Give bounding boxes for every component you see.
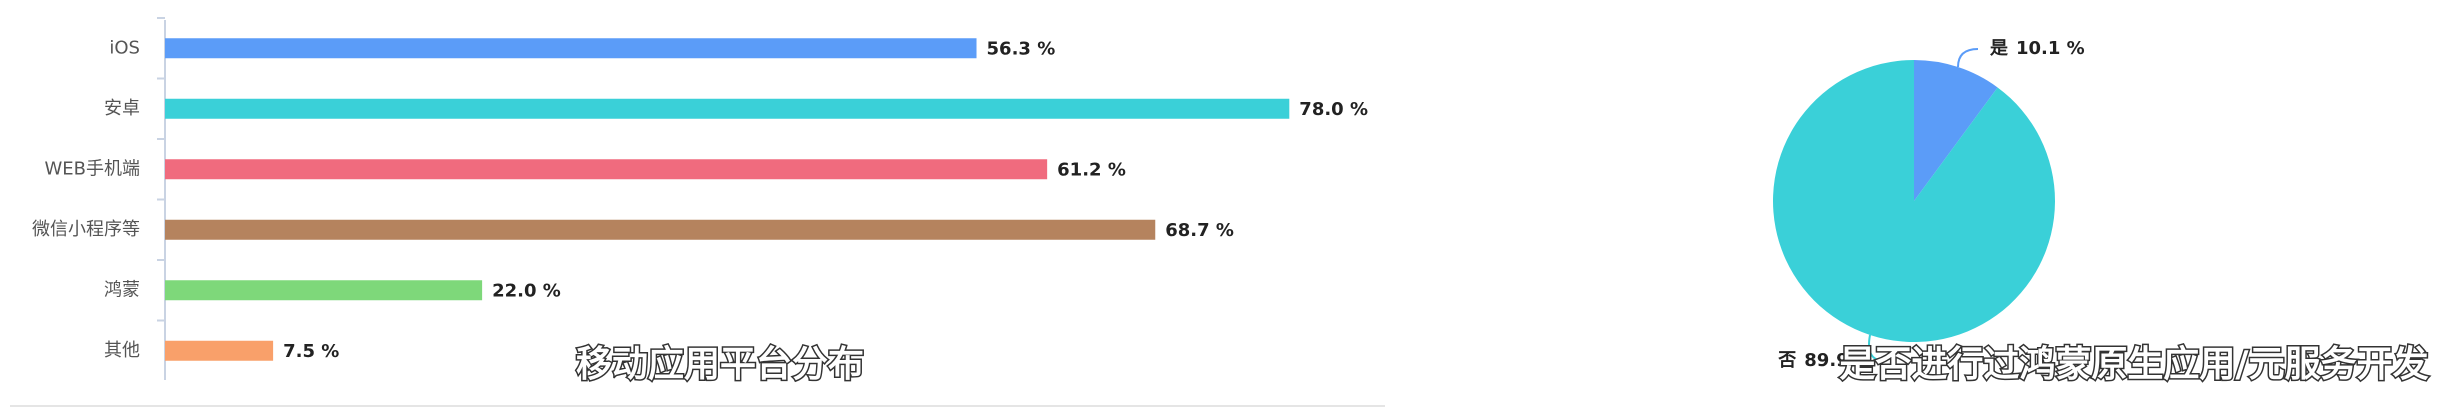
category-label: 其他 — [104, 340, 140, 361]
chart-title: 移动应用平台分布 — [576, 344, 864, 385]
bar — [165, 340, 274, 361]
value-label: 7.5 % — [283, 341, 339, 362]
slice-value: 10.1 % — [2016, 38, 2085, 59]
slice-value: 89.9 % — [1804, 350, 1873, 371]
bar — [165, 280, 483, 301]
slice-label: 否 89.9 % — [1777, 350, 1873, 371]
leader-line — [1956, 48, 1979, 68]
value-label: 61.2 % — [1057, 159, 1126, 180]
value-label: 22.0 % — [492, 280, 561, 301]
value-label: 78.0 % — [1299, 99, 1368, 120]
slice-label: 是 10.1 % — [1989, 38, 2085, 59]
category-label: 鸿蒙 — [104, 279, 140, 300]
leader-line — [1868, 334, 1886, 362]
category-label: iOS — [109, 37, 140, 58]
bar — [165, 38, 977, 59]
bar — [165, 98, 1290, 119]
value-label: 68.7 % — [1165, 220, 1234, 241]
value-label: 56.3 % — [987, 38, 1056, 59]
slice-name: 否 — [1777, 350, 1796, 371]
bar — [165, 219, 1156, 240]
category-label: 安卓 — [104, 98, 140, 119]
slice-name: 是 — [1989, 38, 2008, 59]
pie-slice — [1914, 60, 1998, 201]
chart-title: 是否进行过鸿蒙原生应用/元服务开发 — [1839, 344, 2428, 385]
bar — [165, 159, 1048, 180]
category-label: WEB手机端 — [44, 158, 140, 179]
category-label: 微信小程序等 — [32, 219, 140, 240]
pie-slice — [1772, 60, 2055, 342]
